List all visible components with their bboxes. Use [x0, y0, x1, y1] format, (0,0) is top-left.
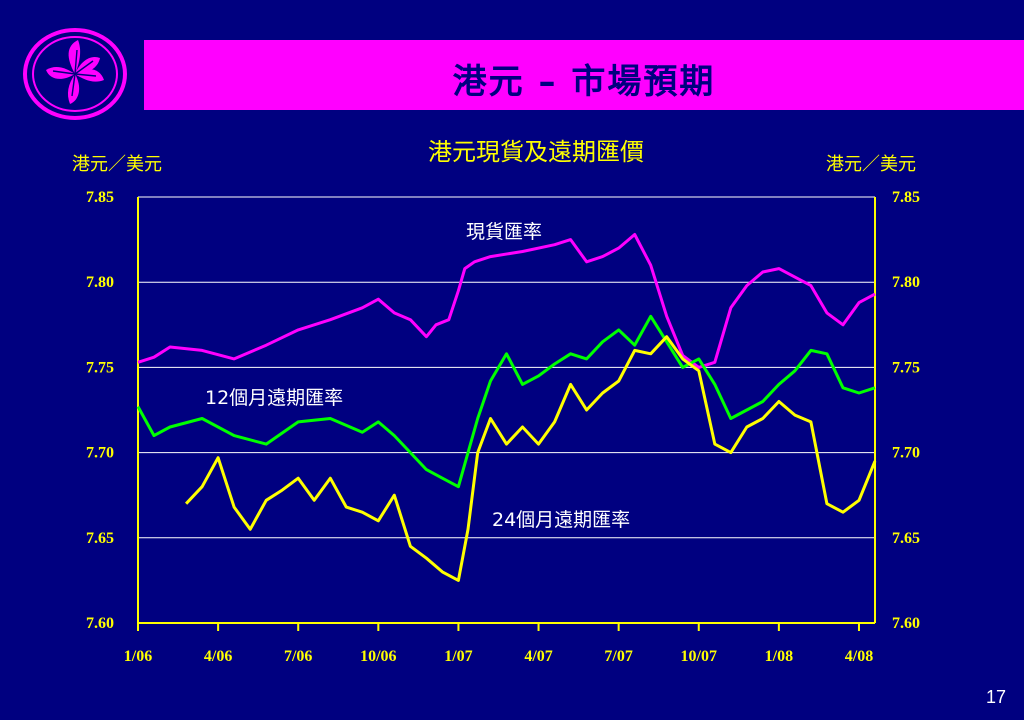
y-tick-label-left: 7.85 — [86, 189, 114, 206]
y-tick-label-left: 7.75 — [86, 359, 114, 376]
y-tick-label-left: 7.80 — [86, 274, 114, 291]
y-tick-label-right: 7.60 — [892, 615, 920, 632]
y-tick-label-right: 7.70 — [892, 445, 920, 462]
spot-rate-label: 現貨匯率 — [466, 221, 542, 243]
x-tick-label: 1/06 — [124, 648, 152, 665]
x-tick-label: 7/07 — [604, 648, 632, 665]
forward-24m-label: 24個月遠期匯率 — [492, 509, 630, 531]
y-tick-label-right: 7.75 — [892, 359, 920, 376]
x-tick-label: 1/07 — [444, 648, 472, 665]
y-tick-label-left: 7.65 — [86, 530, 114, 547]
x-tick-label: 4/06 — [204, 648, 232, 665]
forward-24m-line — [185, 335, 877, 582]
y-axis-unit-right: 港元／美元 — [826, 154, 916, 175]
y-tick-label-left: 7.60 — [86, 615, 114, 632]
slide-title: 港元 – 市場預期 — [452, 62, 716, 102]
forward-12m-line — [136, 314, 876, 489]
y-tick-label-right: 7.80 — [892, 274, 920, 291]
title-bar: 港元 – 市場預期 — [144, 40, 1024, 110]
x-tick-label: 4/08 — [845, 648, 873, 665]
x-tick-label: 7/06 — [284, 648, 312, 665]
y-tick-label-left: 7.70 — [86, 445, 114, 462]
spot-rate-line — [137, 233, 876, 369]
bauhinia-logo — [23, 28, 127, 120]
y-tick-label-right: 7.65 — [892, 530, 920, 547]
page-number: 17 — [985, 687, 1006, 707]
y-tick-label-right: 7.85 — [892, 189, 920, 206]
x-tick-label: 4/07 — [524, 648, 552, 665]
y-axis-unit-left: 港元／美元 — [72, 154, 162, 175]
chart-title: 港元現貨及遠期匯價 — [428, 138, 644, 166]
x-tick-label: 1/08 — [765, 648, 793, 665]
forward-12m-label: 12個月遠期匯率 — [205, 387, 343, 409]
x-tick-label: 10/06 — [360, 648, 396, 665]
x-tick-label: 10/07 — [681, 648, 717, 665]
